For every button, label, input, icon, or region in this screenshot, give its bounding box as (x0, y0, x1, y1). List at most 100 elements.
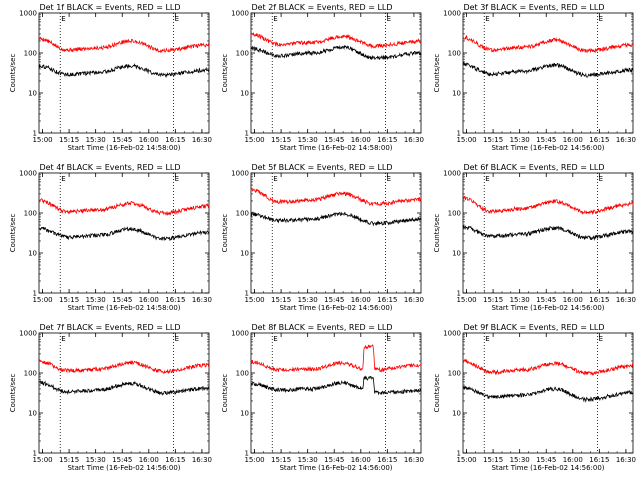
x-tick-label: 15:45 (536, 456, 556, 464)
y-axis-label: Counts/sec (433, 374, 441, 413)
event-marker-label: E (273, 15, 277, 23)
x-axis-label: Start Time (16-Feb-02 14:56:00) (67, 464, 180, 472)
detector-panel-3: Det 3f BLACK = Events, RED = LLD 1 10 100 10… (433, 3, 636, 152)
x-tick-label: 15:15 (271, 456, 291, 464)
x-tick-label: 15:30 (86, 456, 106, 464)
x-tick-label: 15:00 (32, 136, 52, 144)
x-tick-label: 15:45 (112, 296, 132, 304)
y-tick-label: 10 (28, 250, 37, 258)
event-marker-label: E (485, 175, 489, 183)
lld-series-line (250, 32, 422, 49)
y-tick-label: 1 (33, 290, 37, 298)
x-tick-label: 16:30 (404, 296, 424, 304)
events-series-line (38, 380, 210, 396)
y-axis-label: Counts/sec (221, 214, 229, 253)
x-tick-label: 15:30 (510, 296, 530, 304)
x-tick-label: 15:30 (510, 136, 530, 144)
x-tick-label: 16:00 (563, 456, 583, 464)
panel-title: Det 6f BLACK = Events, RED = LLD (463, 163, 604, 172)
y-tick-label: 10 (28, 90, 37, 98)
y-tick-label: 1 (33, 450, 37, 458)
plot-frame (250, 172, 422, 294)
x-tick-label: 16:15 (377, 136, 397, 144)
y-tick-label: 1 (245, 130, 249, 138)
x-tick-label: 16:15 (377, 296, 397, 304)
detector-panel-7: Det 7f BLACK = Events, RED = LLD 1 10 100 10… (9, 323, 212, 472)
panel-title: Det 4f BLACK = Events, RED = LLD (39, 163, 180, 172)
x-tick-label: 15:45 (324, 456, 344, 464)
y-tick-label: 10 (452, 250, 461, 258)
x-tick-label: 15:15 (483, 456, 503, 464)
y-tick-label: 1000 (231, 10, 249, 18)
y-tick-label: 1000 (443, 10, 461, 18)
x-tick-label: 15:30 (510, 456, 530, 464)
panel-title: Det 8f BLACK = Events, RED = LLD (251, 323, 392, 332)
x-tick-label: 15:45 (536, 296, 556, 304)
x-tick-label: 15:00 (456, 456, 476, 464)
y-tick-label: 100 (24, 50, 37, 58)
detector-panel-9: Det 9f BLACK = Events, RED = LLD 1 10 100 10… (433, 323, 636, 472)
events-series-line (250, 211, 422, 227)
y-tick-label: 10 (28, 410, 37, 418)
event-marker-label: E (61, 175, 65, 183)
events-series-line (462, 61, 634, 78)
panel-title: Det 2f BLACK = Events, RED = LLD (251, 3, 392, 12)
x-tick-label: 16:30 (192, 136, 212, 144)
detector-panel-5: Det 5f BLACK = Events, RED = LLD 1 10 100 10… (221, 163, 424, 312)
x-tick-label: 16:00 (351, 456, 371, 464)
y-axis-label: Counts/sec (433, 54, 441, 93)
x-tick-label: 15:30 (86, 136, 106, 144)
x-tick-label: 16:00 (139, 456, 159, 464)
x-tick-label: 15:00 (456, 136, 476, 144)
x-tick-label: 15:30 (298, 296, 318, 304)
x-tick-label: 15:00 (456, 296, 476, 304)
x-tick-label: 15:30 (298, 456, 318, 464)
x-tick-label: 16:30 (616, 296, 636, 304)
y-tick-label: 100 (236, 210, 249, 218)
x-tick-label: 16:00 (139, 136, 159, 144)
events-series-line (250, 45, 422, 61)
event-marker-label: E (175, 175, 179, 183)
x-tick-label: 16:00 (139, 296, 159, 304)
plot-frame (462, 172, 634, 294)
plot-frame (38, 12, 210, 134)
x-axis-label: Start Time (16-Feb-02 14:56:00) (279, 304, 392, 312)
y-tick-label: 10 (452, 410, 461, 418)
y-tick-label: 100 (448, 50, 461, 58)
event-marker-label: E (273, 335, 277, 343)
event-marker-label: E (175, 15, 179, 23)
y-tick-label: 1000 (231, 170, 249, 178)
x-tick-label: 15:30 (86, 296, 106, 304)
y-tick-label: 1 (457, 130, 461, 138)
detector-panel-2: Det 2f BLACK = Events, RED = LLD 1 10 100 10… (221, 3, 424, 152)
y-tick-label: 100 (448, 370, 461, 378)
event-marker-label: E (485, 335, 489, 343)
y-tick-label: 1000 (231, 330, 249, 338)
x-tick-label: 16:30 (192, 296, 212, 304)
y-axis-label: Counts/sec (221, 374, 229, 413)
y-axis-label: Counts/sec (221, 54, 229, 93)
panel-title: Det 9f BLACK = Events, RED = LLD (463, 323, 604, 332)
panel-title: Det 3f BLACK = Events, RED = LLD (463, 3, 604, 12)
events-series-line (38, 63, 210, 78)
x-tick-label: 15:15 (59, 136, 79, 144)
event-marker-label: E (387, 15, 391, 23)
event-marker-label: E (61, 15, 65, 23)
x-tick-label: 16:00 (563, 296, 583, 304)
x-tick-label: 15:15 (59, 296, 79, 304)
panel-title: Det 7f BLACK = Events, RED = LLD (39, 323, 180, 332)
y-axis-label: Counts/sec (9, 374, 17, 413)
y-tick-label: 100 (24, 370, 37, 378)
plot-frame (38, 332, 210, 454)
y-tick-label: 1000 (19, 330, 37, 338)
event-marker-label: E (599, 15, 603, 23)
x-tick-label: 16:30 (616, 136, 636, 144)
y-tick-label: 1 (245, 290, 249, 298)
x-tick-label: 15:45 (536, 136, 556, 144)
x-axis-label: Start Time (16-Feb-02 14:58:00) (67, 144, 180, 152)
y-tick-label: 10 (452, 90, 461, 98)
x-tick-label: 16:30 (616, 456, 636, 464)
x-tick-label: 16:15 (377, 456, 397, 464)
lld-series-line (38, 36, 210, 54)
